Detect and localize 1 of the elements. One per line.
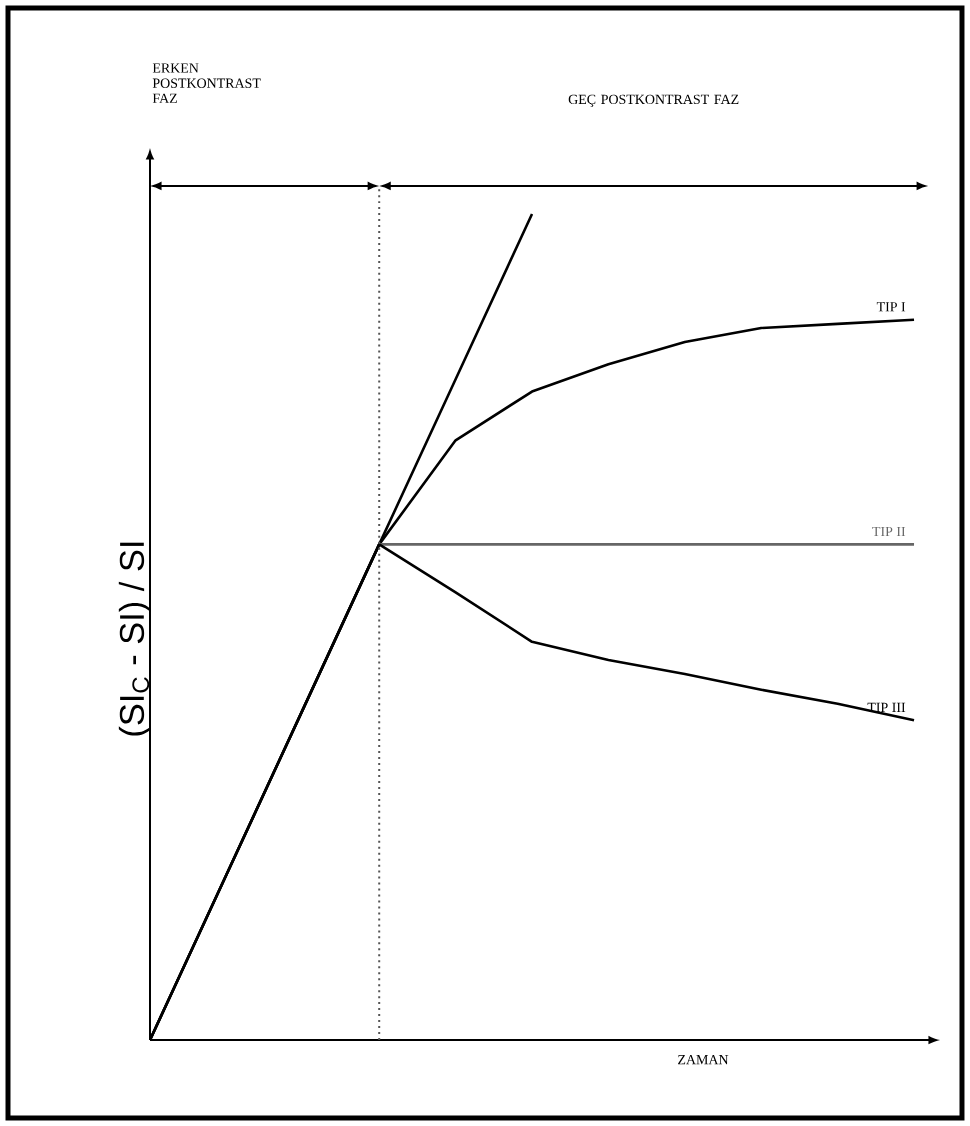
y-axis-title: (SI$_{C}$ - SI) / SI: [118, 542, 151, 736]
